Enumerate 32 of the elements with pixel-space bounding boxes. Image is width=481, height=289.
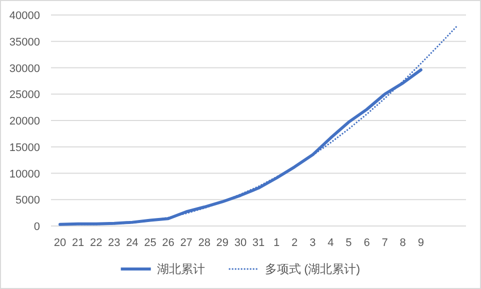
x-tick-label: 4	[328, 237, 334, 249]
x-tick-label: 27	[180, 237, 192, 249]
x-tick-label: 26	[162, 237, 174, 249]
y-tick-label: 30000	[9, 62, 40, 75]
y-tick-label: 40000	[9, 10, 40, 22]
y-tick-label: 0	[34, 221, 40, 233]
y-tick-label: 10000	[9, 168, 40, 180]
x-tick-label: 1	[273, 237, 280, 249]
x-tick-label: 7	[382, 237, 388, 249]
x-tick-label: 25	[144, 237, 156, 249]
x-tick-label: 8	[400, 237, 406, 249]
legend-label: 湖北累计	[156, 262, 205, 276]
x-tick-label: 30	[234, 237, 247, 249]
legend-label: 多项式 (湖北累计)	[264, 262, 360, 276]
x-tick-label: 6	[364, 237, 370, 249]
x-tick-label: 29	[216, 237, 229, 249]
x-tick-label: 23	[108, 237, 120, 249]
y-tick-label: 5000	[16, 194, 40, 207]
x-tick-label: 31	[252, 237, 265, 249]
x-tick-label: 3	[310, 237, 316, 249]
x-tick-label: 2	[292, 237, 298, 249]
x-tick-label: 9	[418, 237, 424, 249]
y-tick-label: 35000	[9, 36, 40, 48]
x-tick-label: 5	[346, 237, 352, 249]
x-tick-label: 21	[72, 237, 84, 249]
x-tick-label: 28	[198, 237, 210, 249]
x-tick-label: 24	[126, 237, 138, 249]
x-tick-label: 20	[54, 237, 66, 249]
y-tick-label: 15000	[9, 142, 40, 154]
y-tick-label: 20000	[9, 116, 40, 128]
x-tick-label: 22	[90, 237, 102, 249]
y-tick-label: 25000	[9, 89, 40, 102]
